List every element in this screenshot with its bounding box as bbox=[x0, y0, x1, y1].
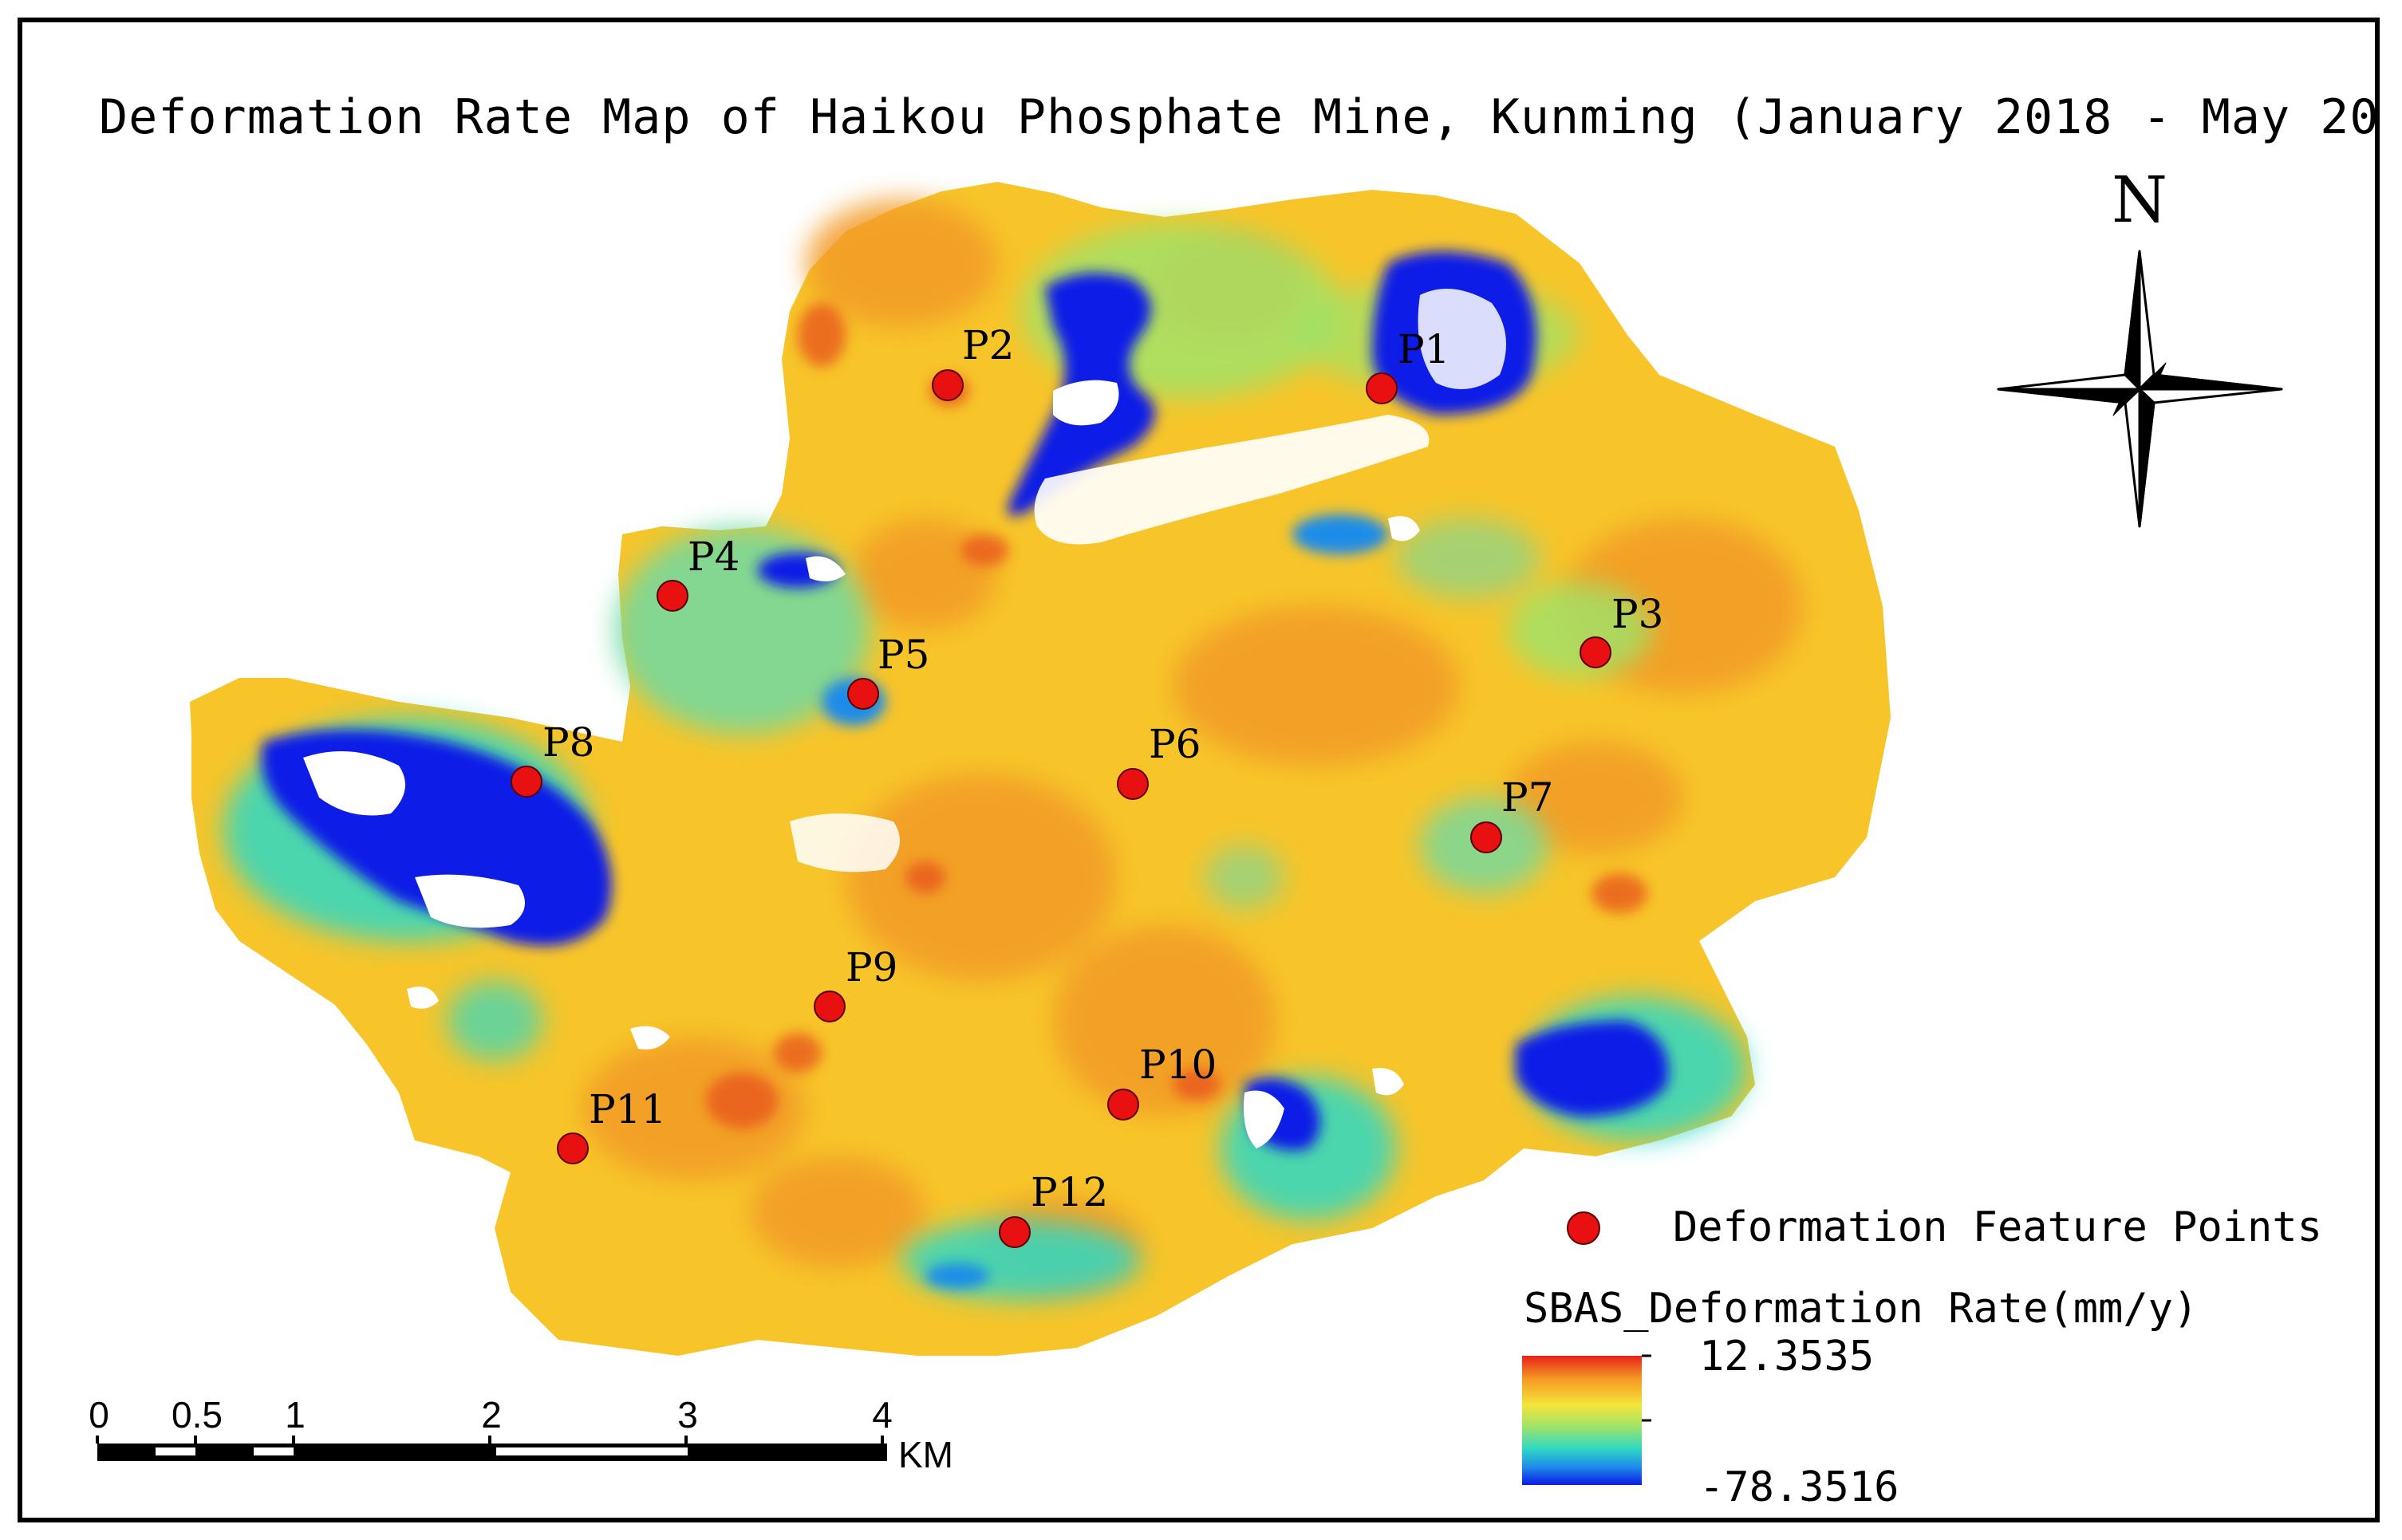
feature-point-p3[interactable]: P3 bbox=[1580, 591, 1663, 668]
legend-ramp-title: SBAS_Deformation Rate(mm/y) bbox=[1524, 1285, 2198, 1333]
point-label-p3: P3 bbox=[1611, 591, 1663, 637]
point-label-p10: P10 bbox=[1139, 1042, 1217, 1088]
scale-tick-5: 4 bbox=[872, 1394, 893, 1436]
legend-min-value: -78.3516 bbox=[1699, 1463, 1899, 1511]
feature-point-p7[interactable]: P7 bbox=[1470, 774, 1553, 853]
legend-max-value: 12.3535 bbox=[1699, 1333, 1874, 1380]
feature-point-p12[interactable]: P12 bbox=[999, 1169, 1108, 1248]
point-label-p9: P9 bbox=[846, 944, 897, 991]
north-label: N bbox=[2112, 163, 2167, 237]
scale-tick-4: 3 bbox=[677, 1394, 698, 1436]
feature-point-p9[interactable]: P9 bbox=[814, 944, 897, 1022]
scale-tick-0: 0 bbox=[89, 1394, 109, 1436]
legend-color-ramp bbox=[1522, 1356, 1642, 1485]
feature-point-p1[interactable]: P1 bbox=[1366, 326, 1449, 404]
scale-tick-2: 1 bbox=[285, 1394, 306, 1436]
feature-point-p8[interactable]: P8 bbox=[511, 719, 594, 798]
point-label-p12: P12 bbox=[1031, 1169, 1108, 1215]
scale-bar: 0 0.5 1 2 3 4 KM bbox=[89, 1394, 953, 1475]
point-label-p8: P8 bbox=[542, 719, 594, 766]
point-label-p6: P6 bbox=[1149, 721, 1201, 767]
feature-point-p5[interactable]: P5 bbox=[847, 632, 929, 710]
feature-point-p10[interactable]: P10 bbox=[1107, 1042, 1217, 1121]
point-label-p5: P5 bbox=[878, 632, 929, 678]
feature-point-p2[interactable]: P2 bbox=[932, 322, 1014, 401]
scale-tick-1: 0.5 bbox=[172, 1394, 223, 1436]
deformation-area bbox=[190, 182, 1891, 1356]
point-label-p1: P1 bbox=[1398, 326, 1449, 372]
point-label-p7: P7 bbox=[1501, 774, 1553, 821]
feature-point-p6[interactable]: P6 bbox=[1117, 721, 1201, 800]
legend: Deformation Feature Points SBAS_Deformat… bbox=[1522, 1203, 2322, 1511]
scale-unit: KM bbox=[898, 1434, 953, 1475]
legend-points-label: Deformation Feature Points bbox=[1673, 1203, 2322, 1251]
compass-rose-icon bbox=[1997, 250, 2283, 528]
map-title: Deformation Rate Map of Haikou Phosphate… bbox=[99, 89, 2380, 145]
point-label-p4: P4 bbox=[688, 534, 740, 580]
point-label-p11: P11 bbox=[589, 1086, 666, 1132]
north-arrow: N bbox=[1997, 163, 2283, 528]
feature-points: P1 P2 P3 P4 P5 P6 P7 P8 bbox=[511, 322, 1663, 1248]
legend-point-symbol bbox=[1567, 1211, 1600, 1245]
feature-point-p11[interactable]: P11 bbox=[557, 1086, 666, 1164]
scale-tick-3: 2 bbox=[481, 1394, 502, 1436]
feature-point-p4[interactable]: P4 bbox=[657, 534, 740, 612]
point-label-p2: P2 bbox=[962, 322, 1014, 368]
